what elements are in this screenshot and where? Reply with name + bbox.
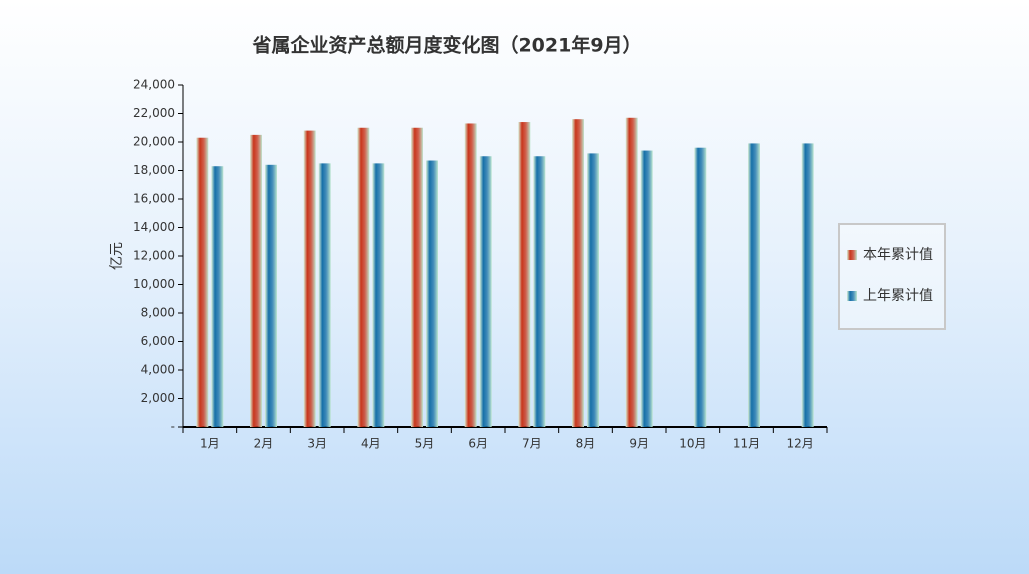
x-tick-label: 5月 bbox=[415, 437, 435, 451]
x-tick-label: 10月 bbox=[679, 437, 706, 451]
bar bbox=[318, 163, 331, 427]
x-tick-label: 11月 bbox=[733, 437, 760, 451]
y-tick-label: 2,000 bbox=[141, 391, 175, 405]
y-tick-label: 4,000 bbox=[141, 363, 175, 377]
bar bbox=[518, 122, 531, 428]
bar bbox=[303, 130, 316, 427]
bar bbox=[533, 156, 546, 427]
legend-swatch bbox=[847, 250, 857, 260]
y-tick-label: 22,000 bbox=[133, 106, 175, 120]
x-tick-label: 8月 bbox=[576, 437, 596, 451]
y-tick-label: 6,000 bbox=[141, 334, 175, 348]
y-tick-label: 24,000 bbox=[133, 78, 175, 92]
x-tick-label: 12月 bbox=[787, 437, 814, 451]
bar bbox=[357, 127, 370, 427]
y-tick-label: 18,000 bbox=[133, 163, 175, 177]
x-tick-label: 3月 bbox=[307, 437, 327, 451]
bar bbox=[411, 127, 423, 427]
x-tick-label: 6月 bbox=[468, 437, 488, 451]
bar bbox=[625, 117, 638, 428]
x-tick-label: 4月 bbox=[361, 437, 381, 451]
bar bbox=[587, 153, 599, 427]
y-tick-label: 12,000 bbox=[133, 249, 175, 263]
y-tick-label: 10,000 bbox=[133, 277, 175, 291]
bar bbox=[479, 156, 492, 427]
bar bbox=[572, 119, 584, 427]
bar bbox=[196, 137, 209, 427]
legend-label: 本年累计值 bbox=[863, 247, 933, 263]
chart-title: 省属企业资产总额月度变化图（2021年9月） bbox=[251, 34, 641, 57]
bar bbox=[250, 134, 262, 427]
x-tick-label: 9月 bbox=[629, 437, 649, 451]
y-tick-label: 14,000 bbox=[133, 220, 175, 234]
legend-label: 上年累计值 bbox=[863, 288, 933, 304]
y-axis-label: 亿元 bbox=[109, 242, 125, 270]
bar bbox=[372, 163, 385, 427]
bar bbox=[211, 166, 224, 427]
y-tick-label: 8,000 bbox=[141, 306, 175, 320]
x-tick-label: 7月 bbox=[522, 437, 542, 451]
legend-swatch bbox=[847, 291, 857, 301]
x-tick-label: 2月 bbox=[254, 437, 274, 451]
bar bbox=[748, 143, 760, 428]
bar bbox=[426, 160, 438, 427]
bar bbox=[801, 143, 814, 428]
y-tick-label: 20,000 bbox=[133, 135, 175, 149]
legend-box bbox=[838, 223, 946, 330]
bar bbox=[694, 147, 707, 427]
y-tick-label: - bbox=[171, 420, 175, 434]
bar bbox=[265, 164, 277, 428]
x-tick-label: 1月 bbox=[200, 437, 220, 451]
bar bbox=[640, 150, 653, 428]
y-tick-label: 16,000 bbox=[133, 192, 175, 206]
bar bbox=[464, 123, 477, 427]
